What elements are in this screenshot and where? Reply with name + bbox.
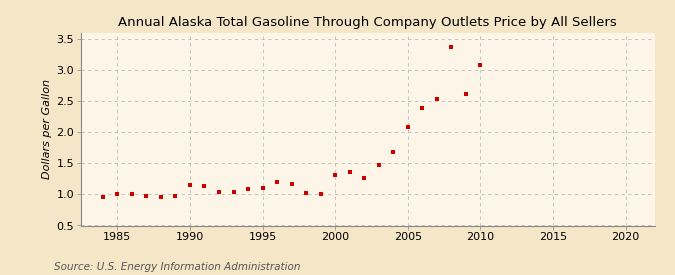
Title: Annual Alaska Total Gasoline Through Company Outlets Price by All Sellers: Annual Alaska Total Gasoline Through Com… (119, 16, 617, 29)
Y-axis label: Dollars per Gallon: Dollars per Gallon (42, 79, 52, 179)
Text: Source: U.S. Energy Information Administration: Source: U.S. Energy Information Administ… (54, 262, 300, 272)
